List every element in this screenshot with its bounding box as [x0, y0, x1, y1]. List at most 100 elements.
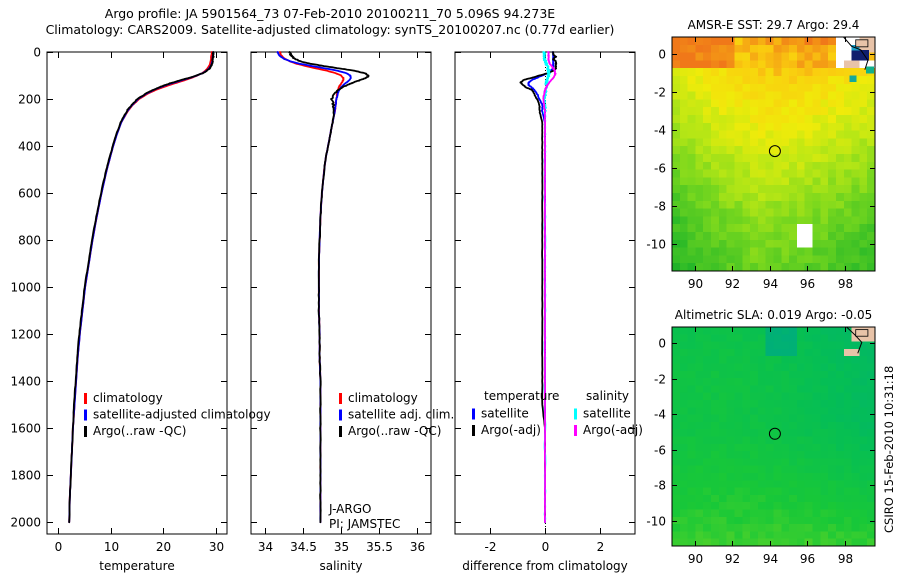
map-cell	[757, 414, 767, 423]
map-cell	[859, 76, 868, 85]
map-cell	[679, 341, 689, 350]
map-cell	[687, 247, 697, 256]
map-cell	[812, 429, 821, 438]
map-cell	[773, 263, 782, 272]
map-cell	[750, 370, 759, 379]
map-cell	[695, 200, 704, 210]
curve-difference-3	[542, 51, 557, 524]
map-cell	[703, 107, 712, 116]
map-cell	[726, 83, 736, 93]
map-cell	[843, 107, 853, 116]
map-cell	[679, 458, 689, 467]
map-cell	[726, 37, 736, 46]
map-cell	[695, 480, 704, 489]
map-cell	[867, 334, 876, 343]
map-cell	[734, 363, 743, 372]
map-cell	[711, 44, 720, 54]
map-cell	[789, 154, 798, 163]
map-cell	[695, 370, 704, 379]
map-cell	[828, 263, 837, 272]
map-cell	[687, 99, 697, 108]
map-cell	[859, 348, 868, 357]
map-cell	[687, 509, 697, 518]
map-cell	[773, 429, 782, 438]
map-cell	[679, 37, 689, 46]
map-cell	[742, 138, 751, 147]
map-cell	[718, 531, 728, 540]
map-cell	[757, 443, 767, 452]
map-cell	[851, 538, 860, 547]
map-cell	[820, 130, 829, 139]
map-cell	[789, 76, 798, 85]
map-cell	[804, 334, 814, 343]
map-cell	[711, 60, 720, 69]
map-cell	[789, 421, 798, 430]
map-cell	[843, 465, 853, 474]
map-cell	[711, 421, 720, 430]
map-cell	[851, 216, 860, 225]
map-cell	[757, 487, 767, 496]
map-cell	[796, 400, 806, 408]
map-cell	[789, 185, 798, 194]
map-coastline-sst	[843, 36, 869, 70]
map-cell	[672, 44, 681, 54]
map-cell	[820, 76, 829, 85]
map-cell	[859, 473, 868, 481]
map-cell	[695, 436, 704, 445]
map-cell	[859, 385, 868, 394]
map-cell	[835, 247, 845, 256]
csiro-timestamp: CSIRO 15-Feb-2010 10:31:18	[882, 366, 896, 533]
map-cell	[765, 509, 775, 518]
map-cell	[773, 531, 782, 540]
panel-frame-salinity	[250, 51, 432, 535]
map-cell	[820, 458, 829, 467]
map-cell	[687, 531, 697, 540]
map-cell	[695, 494, 704, 503]
map-cell	[687, 348, 697, 357]
map-cell	[828, 83, 837, 93]
map-cell	[781, 44, 790, 54]
ytick-label-1200: 1200	[10, 328, 41, 342]
map-cell	[835, 68, 845, 77]
map-cell	[750, 200, 759, 210]
map-cell	[711, 91, 720, 100]
map-cell	[695, 99, 704, 108]
map-cell	[828, 516, 837, 525]
map-cell	[695, 502, 704, 511]
map-cell	[781, 414, 790, 423]
map-cell	[867, 107, 876, 116]
map-cell	[695, 451, 704, 459]
map-cell	[820, 327, 829, 335]
map-cell	[835, 200, 845, 210]
map-cell	[703, 473, 712, 481]
map-cell	[742, 91, 751, 100]
map-cell	[828, 502, 837, 511]
map-cell	[750, 169, 759, 178]
map-cell	[711, 414, 720, 423]
map-cell	[703, 169, 712, 178]
map-cell	[687, 200, 697, 210]
map-cell	[734, 334, 743, 343]
map-cell	[820, 407, 829, 416]
map-cell	[820, 502, 829, 511]
map-cell	[672, 60, 681, 69]
map-cell	[796, 68, 806, 77]
map-cell	[742, 216, 751, 225]
map-cell	[703, 443, 712, 452]
map-cell	[750, 480, 759, 489]
map-cell	[773, 502, 782, 511]
curve-salinity-2	[288, 51, 370, 524]
map-cell	[796, 255, 806, 264]
map-cell	[703, 44, 712, 54]
map-cell	[796, 193, 806, 202]
map-cell	[687, 208, 697, 217]
map-cell	[781, 458, 790, 467]
map-cell	[734, 480, 743, 489]
map-cell	[851, 348, 860, 357]
map-cell	[718, 385, 728, 394]
map-cell	[773, 509, 782, 518]
map-cell	[765, 334, 775, 343]
map-cell	[804, 169, 814, 178]
map-cell	[804, 436, 814, 445]
map-xtick-label-sla-92: 92	[725, 552, 740, 566]
